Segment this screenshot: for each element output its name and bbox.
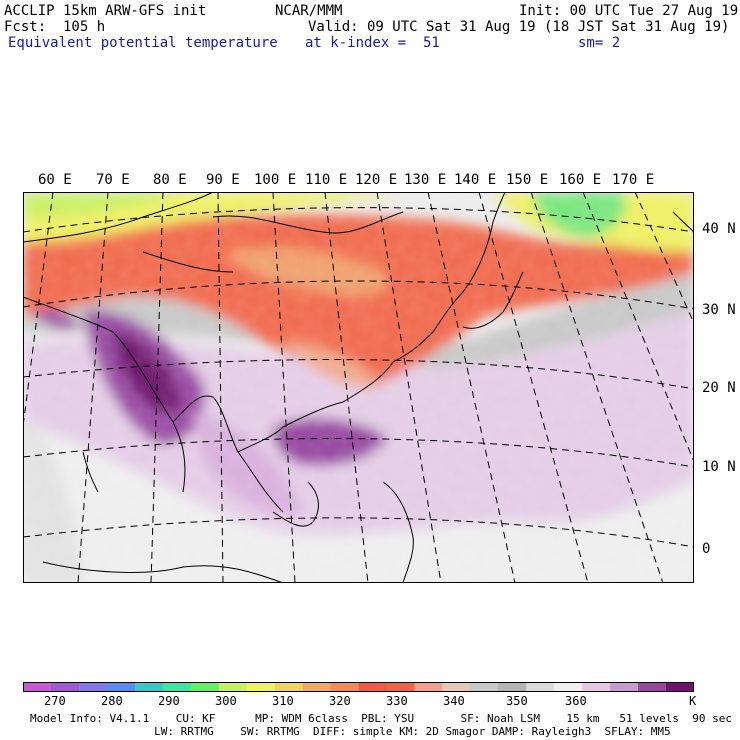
colorbar-label: 320 [329,694,351,708]
colorbar-unit: K [689,694,697,708]
colorbar-swatch [610,682,639,692]
colorbar-label: 290 [158,694,180,708]
theta-e-map [23,192,694,583]
forecast-hour: Fcst: 105 h [4,19,106,35]
colorbar-label: 340 [443,694,465,708]
lon-label: 140 E [454,172,497,188]
field-name: Equivalent potential temperature [8,35,278,51]
colorbar-swatch [386,682,415,692]
colorbar-swatch [498,682,527,692]
colorbar-swatch [582,682,611,692]
init-time: Init: 00 UTC Tue 27 Aug 19 [519,3,739,19]
colorbar-swatch [358,682,387,692]
colorbar-label: 360 [565,694,587,708]
colorbar-swatch [134,682,164,692]
smoothing-label: sm= 2 [578,35,621,51]
colorbar-swatch [302,682,332,692]
lon-label: 150 E [506,172,549,188]
lon-label: 70 E [96,172,130,188]
colorbar-swatch [106,682,136,692]
colorbar-swatch [666,682,694,692]
colorbar-swatch [190,682,220,692]
colorbar-swatch [78,682,108,692]
lat-label: 0 [702,541,711,557]
colorbar-swatch [246,682,276,692]
colorbar-label: 350 [506,694,528,708]
lat-label: 20 N [702,380,736,396]
colorbar-swatch [330,682,359,692]
lat-label: 10 N [702,459,736,475]
colorbar-label: 270 [44,694,66,708]
lon-label: 100 E [254,172,297,188]
colorbar-swatch [218,682,248,692]
lon-label: 60 E [38,172,72,188]
colorbar-swatch [414,682,443,692]
lon-label: 170 E [612,172,655,188]
level-label: at k-index = 51 [305,35,440,51]
colorbar-swatch [23,682,52,692]
colorbar-swatch [274,682,304,692]
lon-label: 80 E [153,172,187,188]
model-physics: LW: RRTMG SW: RRTMG DIFF: simple KM: 2D … [121,725,671,738]
model-info: Model Info: V4.1.1 CU: KF MP: WDM 6class… [30,712,732,725]
colorbar-swatch [554,682,583,692]
colorbar-swatch [162,682,192,692]
lon-label: 160 E [559,172,602,188]
colorbar-label: 310 [272,694,294,708]
colorbar-swatch [526,682,555,692]
valid-time: Valid: 09 UTC Sat 31 Aug 19 (18 JST Sat … [308,19,730,35]
colorbar-swatch [470,682,499,692]
lon-label: 110 E [305,172,348,188]
colorbar-swatch [442,682,471,692]
colorbar-label: 300 [215,694,237,708]
center-label: NCAR/MMM [275,3,343,19]
lon-label: 130 E [404,172,447,188]
lat-label: 40 N [702,221,736,237]
colorbar-label: 330 [386,694,408,708]
colorbar-label: 280 [101,694,123,708]
colorbar-swatch [50,682,80,692]
graticule [23,192,694,583]
lon-label: 120 E [355,172,398,188]
lon-label: 90 E [206,172,240,188]
coastlines [23,192,694,583]
run-title: ACCLIP 15km ARW-GFS init [4,3,207,19]
lat-label: 30 N [702,302,736,318]
colorbar-swatch [638,682,667,692]
colorbar [23,682,694,692]
